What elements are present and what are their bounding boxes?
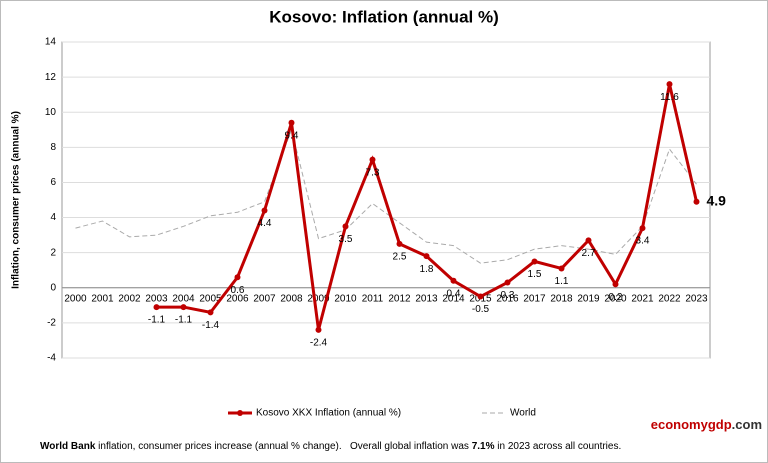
point	[585, 237, 592, 244]
value-label: 3.5	[339, 234, 353, 245]
footer-part: World Bank	[40, 441, 96, 452]
point	[531, 258, 538, 265]
legend-label: Kosovo XKX Inflation (annual %)	[256, 408, 401, 419]
point	[261, 207, 268, 214]
value-label: 0.6	[231, 285, 245, 296]
value-label: 3.4	[636, 236, 650, 247]
x-tick-label: 2020	[604, 293, 627, 304]
point	[342, 223, 349, 230]
chart-title: Kosovo: Inflation (annual %)	[269, 7, 499, 26]
y-axis-label: Inflation, consumer prices (annual %)	[11, 111, 22, 289]
x-tick-label: 2004	[172, 293, 195, 304]
x-tick-label: 2014	[442, 293, 465, 304]
y-tick-label: 4	[50, 212, 56, 223]
y-tick-label: 12	[45, 72, 57, 83]
point	[639, 225, 646, 232]
footer-part: in 2023 across all countries.	[495, 441, 622, 452]
value-label: -1.1	[175, 315, 193, 326]
watermark-part: economygdp	[651, 417, 732, 432]
value-label: -1.1	[148, 315, 166, 326]
point	[450, 277, 457, 284]
point	[315, 326, 322, 333]
footer-part: inflation, consumer prices increase (ann…	[95, 441, 471, 452]
x-tick-label: 2013	[415, 293, 438, 304]
y-tick-label: 2	[50, 247, 56, 258]
point	[180, 304, 187, 311]
legend-swatch	[237, 410, 243, 416]
x-tick-label: 2019	[577, 293, 600, 304]
y-tick-label: 6	[50, 177, 56, 188]
x-tick-label: 2006	[226, 293, 249, 304]
x-tick-label: 2021	[631, 293, 654, 304]
point	[396, 240, 403, 247]
value-label: 1.5	[528, 269, 542, 280]
value-label: 4.9	[707, 192, 727, 208]
x-tick-label: 2011	[362, 293, 384, 304]
x-tick-label: 2022	[658, 293, 681, 304]
y-tick-label: 14	[45, 37, 57, 48]
value-label: 1.1	[555, 276, 569, 287]
value-label: 0.3	[501, 290, 515, 301]
y-tick-label: -2	[47, 318, 56, 329]
x-tick-label: 2012	[388, 293, 411, 304]
x-tick-label: 2008	[280, 293, 303, 304]
point	[666, 81, 673, 88]
x-tick-label: 2016	[496, 293, 519, 304]
value-label: 2.7	[582, 248, 596, 259]
x-tick-label: 2007	[253, 293, 276, 304]
footer-part: 7.1%	[472, 441, 495, 452]
y-tick-label: -4	[47, 353, 56, 364]
value-label: 2.5	[393, 252, 407, 263]
point	[612, 281, 619, 288]
y-tick-label: 10	[45, 107, 57, 118]
value-label: 11.6	[660, 92, 679, 103]
value-label: 0.2	[609, 292, 623, 303]
x-tick-label: 2018	[550, 293, 573, 304]
value-label: 4.4	[258, 218, 272, 229]
point	[423, 253, 430, 260]
value-label: 0.4	[447, 288, 461, 299]
watermark-part: .com	[732, 417, 762, 432]
x-tick-label: 2003	[145, 293, 168, 304]
footer: World Bank inflation, consumer prices in…	[40, 441, 621, 452]
x-tick-label: 2009	[307, 293, 330, 304]
value-label: 7.3	[366, 167, 380, 178]
y-tick-label: 0	[50, 282, 56, 293]
point	[153, 304, 160, 311]
value-label: -2.4	[310, 338, 328, 349]
point	[207, 309, 214, 316]
x-tick-label: 2000	[64, 293, 87, 304]
point	[234, 274, 241, 281]
x-tick-label: 2005	[199, 293, 222, 304]
y-tick-label: 8	[50, 142, 56, 153]
point	[288, 119, 295, 126]
value-label: -1.4	[202, 320, 220, 331]
watermark: economygdp.com	[651, 417, 762, 432]
x-tick-label: 2017	[523, 293, 546, 304]
point	[477, 293, 484, 300]
point	[693, 198, 700, 205]
x-tick-label: 2001	[91, 293, 114, 304]
x-tick-label: 2023	[685, 293, 708, 304]
value-label: 1.8	[420, 264, 434, 275]
legend-label: World	[510, 408, 536, 419]
point	[558, 265, 565, 272]
value-label: -0.5	[472, 304, 490, 315]
x-tick-label: 2002	[118, 293, 141, 304]
x-tick-label: 2010	[334, 293, 357, 304]
point	[504, 279, 511, 286]
value-label: 9.4	[285, 130, 299, 141]
point	[369, 156, 376, 163]
